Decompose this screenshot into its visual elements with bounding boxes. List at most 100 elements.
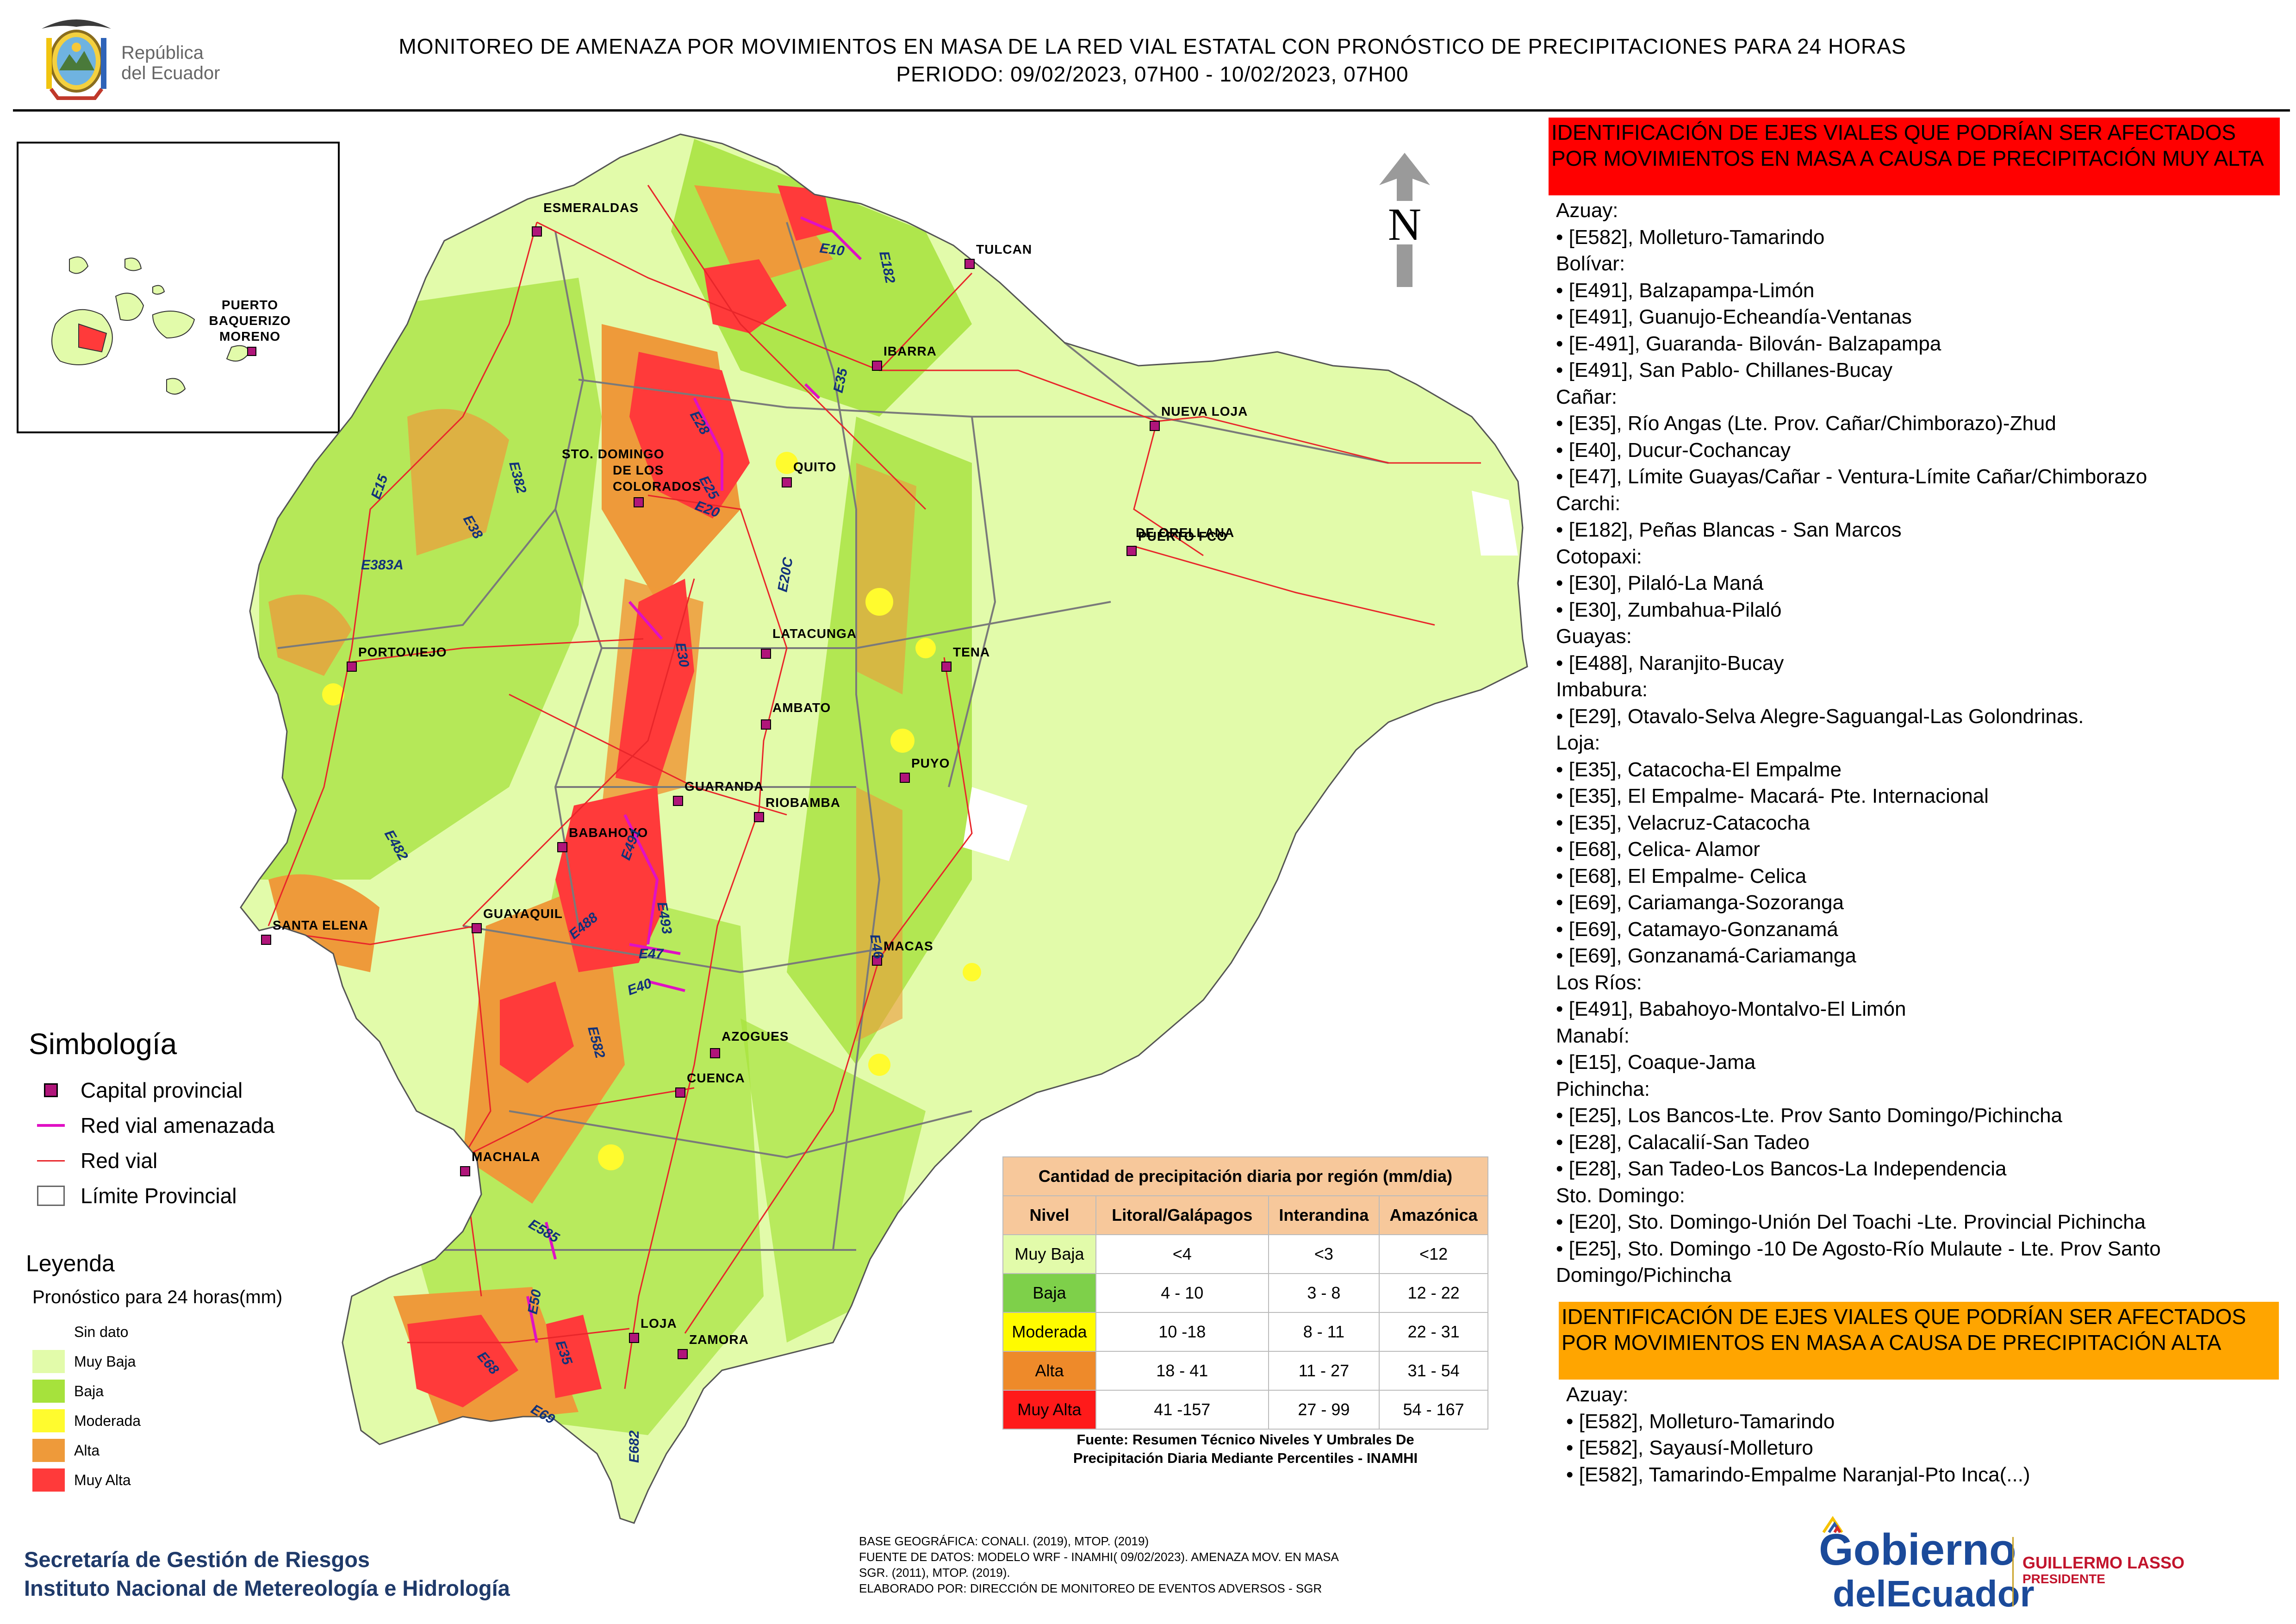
legend-baja: Baja bbox=[32, 1380, 104, 1403]
inset-label-line3: MORENO bbox=[219, 329, 280, 344]
capital-marker bbox=[347, 662, 357, 672]
president-title: PRESIDENTE bbox=[2022, 1572, 2105, 1586]
table-cell: 18 - 41 bbox=[1095, 1351, 1269, 1391]
road-list-item: • [E28], San Tadeo-Los Bancos-La Indepen… bbox=[1556, 1157, 2007, 1180]
province-heading: Bolívar: bbox=[1556, 252, 1625, 275]
title-line1: MONITOREO DE AMENAZA POR MOVIMIENTOS EN … bbox=[398, 34, 1906, 58]
capital-marker bbox=[673, 796, 683, 806]
road-list-item: • [E40], Ducur-Cochancay bbox=[1556, 438, 1791, 462]
table-cell: 8 - 11 bbox=[1268, 1312, 1380, 1352]
capital-marker bbox=[761, 719, 771, 730]
org-inamhi: Instituto Nacional de Metereología e Hid… bbox=[24, 1576, 510, 1600]
road-list-item: • [E28], Calacalií-San Tadeo bbox=[1556, 1131, 1810, 1154]
capital-marker bbox=[872, 956, 882, 966]
table-cell: <4 bbox=[1095, 1234, 1269, 1274]
road-network bbox=[268, 185, 1481, 1389]
table-row: Moderada 10 -18 8 - 11 22 - 31 bbox=[1002, 1312, 1488, 1352]
capital-label: LATACUNGA bbox=[772, 626, 857, 641]
legend-sin-dato: Sin dato bbox=[32, 1320, 128, 1343]
road-list-item: • [E47], Límite Guayas/Cañar - Ventura-L… bbox=[1556, 465, 2147, 488]
road-list-item: • [E25], Los Bancos-Lte. Prov Santo Domi… bbox=[1556, 1104, 2063, 1127]
leyenda-subtitle: Pronóstico para 24 horas(mm) bbox=[32, 1287, 283, 1307]
capital-label: GUARANDA bbox=[684, 779, 764, 793]
inset-label-line1: PUERTO bbox=[222, 298, 278, 312]
del-ecuador-text: delEcuador bbox=[1833, 1573, 2035, 1614]
road-code-label: E47 bbox=[639, 946, 664, 962]
capital-label: CUENCA bbox=[687, 1071, 745, 1085]
province-heading: Cotopaxi: bbox=[1556, 545, 1642, 568]
legend-label: Red vial amenazada bbox=[81, 1113, 275, 1137]
capital-marker bbox=[872, 361, 882, 371]
road-list-item: • [E582], Tamarindo-Empalme Naranjal-Pto… bbox=[1566, 1463, 2030, 1486]
capital-label: RIOBAMBA bbox=[765, 795, 840, 810]
table-cell: 12 - 22 bbox=[1379, 1273, 1488, 1313]
legend-capital-provincial: Capital provincial bbox=[37, 1078, 243, 1103]
threatened-road-line-icon bbox=[37, 1116, 65, 1135]
table-row: Alta 18 - 41 11 - 27 31 - 54 bbox=[1002, 1351, 1488, 1391]
muy-alta-roads-list: Azuay: • [E582], Molleturo-Tamarindo Bolív… bbox=[1556, 197, 2292, 1289]
legend-class-label: Sin dato bbox=[74, 1323, 129, 1340]
table-cell: 10 -18 bbox=[1095, 1312, 1269, 1352]
road-list-item: • [E69], Cariamanga-Sozoranga bbox=[1556, 891, 1844, 914]
capital-marker bbox=[710, 1048, 720, 1058]
source-line2: Precipitación Diaria Mediante Percentile… bbox=[1073, 1450, 1418, 1466]
swatch-muy-alta bbox=[32, 1468, 65, 1492]
province-heading: Domingo/Pichincha bbox=[1556, 1264, 1732, 1287]
precipitation-threshold-table: Cantidad de precipitación diaria por reg… bbox=[1002, 1156, 1488, 1430]
road-list-item: • [E582], Molleturo-Tamarindo bbox=[1556, 225, 1825, 249]
table-cell: 54 - 167 bbox=[1379, 1390, 1488, 1430]
road-list-item: • [E20], Sto. Domingo-Unión Del Toachi -… bbox=[1556, 1211, 2146, 1233]
capital-label: LOJA bbox=[641, 1316, 677, 1330]
road-list-item: • [E35], Río Angas (Lte. Prov. Cañar/Chi… bbox=[1556, 412, 2056, 435]
capital-label: DE ORELLANA bbox=[1136, 525, 1234, 540]
capital-label: QUITO bbox=[793, 460, 836, 474]
legend-label: Capital provincial bbox=[81, 1078, 243, 1102]
swatch-alta bbox=[32, 1439, 65, 1462]
province-heading: Manabí: bbox=[1556, 1024, 1630, 1047]
capital-marker bbox=[472, 923, 482, 933]
table-row: Muy Baja <4 <3 <12 bbox=[1002, 1234, 1488, 1274]
table-cell: <3 bbox=[1268, 1234, 1380, 1274]
legend-label: Red vial bbox=[81, 1149, 158, 1173]
source-line1: Fuente: Resumen Técnico Niveles Y Umbral… bbox=[1076, 1431, 1414, 1448]
boundary-box-icon bbox=[37, 1186, 65, 1206]
road-list-item: • [E491], San Pablo- Chillanes-Bucay bbox=[1556, 359, 1893, 381]
footer-institutions: Secretaría de Gestión de Riesgos Institu… bbox=[24, 1545, 510, 1603]
swatch-sin-dato bbox=[32, 1320, 65, 1343]
table-header: Interandina bbox=[1268, 1195, 1380, 1235]
table-header: Litoral/Galápagos bbox=[1095, 1195, 1269, 1235]
muy-alta-zones bbox=[407, 185, 833, 1407]
map-title: MONITOREO DE AMENAZA POR MOVIMIENTOS EN … bbox=[296, 32, 2009, 88]
province-heading: Pichincha: bbox=[1556, 1077, 1650, 1100]
level-cell: Alta bbox=[1002, 1351, 1096, 1391]
table-header: Nivel bbox=[1002, 1195, 1096, 1235]
road-list-item: • [E582], Sayausí-Molleturo bbox=[1566, 1437, 1813, 1459]
province-heading: Sto. Domingo: bbox=[1556, 1184, 1685, 1207]
north-label: N bbox=[1388, 199, 1421, 250]
road-list-item: • [E29], Otavalo-Selva Alegre-Saguangal-… bbox=[1556, 705, 2084, 728]
road-code-label: E682 bbox=[627, 1430, 642, 1463]
capital-marker bbox=[629, 1333, 639, 1343]
road-list-item: • [E30], Zumbahua-Pilaló bbox=[1556, 598, 1782, 621]
alta-roads-list: Azuay: • [E582], Molleturo-Tamarindo • [… bbox=[1566, 1381, 2279, 1488]
road-list-item: • [E-491], Guaranda- Bilován- Balzapampa bbox=[1556, 332, 1941, 355]
source-line: BASE GEOGRÁFICA: CONALI. (2019), MTOP. (… bbox=[859, 1534, 1149, 1548]
legend-alta: Alta bbox=[32, 1439, 100, 1462]
legend-red-vial-amenazada: Red vial amenazada bbox=[37, 1113, 274, 1138]
north-arrow-icon: N bbox=[1379, 153, 1430, 287]
galapagos-islands bbox=[51, 256, 251, 395]
capital-label: DE LOS bbox=[613, 463, 664, 477]
road-list-item: • [E69], Catamayo-Gonzanamá bbox=[1556, 918, 1838, 941]
table-row: Muy Alta 41 -157 27 - 99 54 - 167 bbox=[1002, 1390, 1488, 1430]
capital-marker bbox=[754, 812, 764, 822]
source-line: FUENTE DE DATOS: MODELO WRF - INAMHI( 09… bbox=[859, 1550, 1339, 1564]
capital-label: TULCAN bbox=[976, 242, 1032, 256]
road-list-item: • [E491], Balzapampa-Limón bbox=[1556, 279, 1815, 302]
country-outline bbox=[240, 133, 1528, 1524]
road-list-item: • [E488], Naranjito-Bucay bbox=[1556, 651, 1784, 675]
leyenda-title: Leyenda bbox=[26, 1250, 115, 1276]
road-list-item: • [E491], Guanujo-Echeandía-Ventanas bbox=[1556, 306, 1912, 328]
capital-label: AZOGUES bbox=[722, 1029, 789, 1043]
road-list-item: • [E30], Pilaló-La Maná bbox=[1556, 572, 1764, 594]
table-cell: 41 -157 bbox=[1095, 1390, 1269, 1430]
